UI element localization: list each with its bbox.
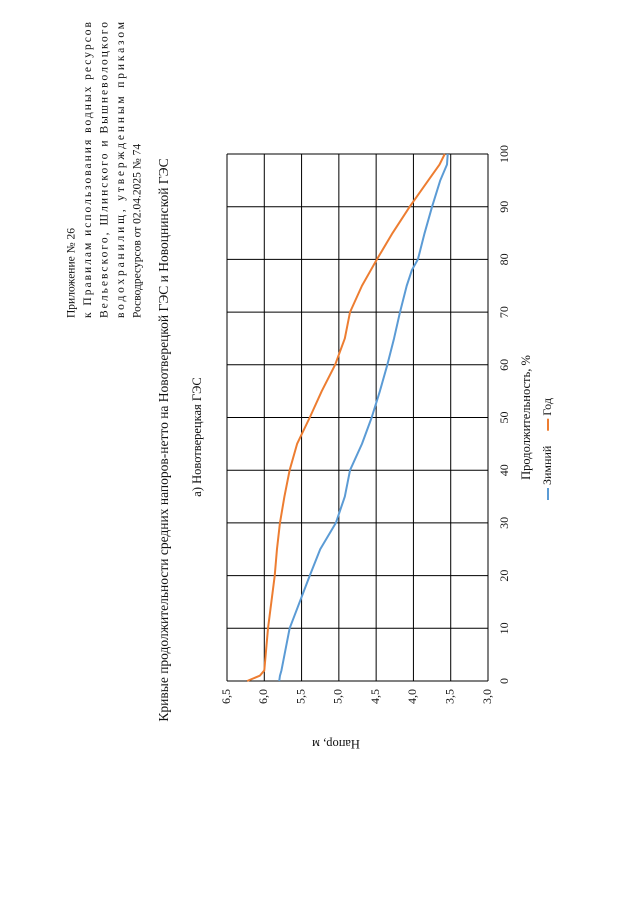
x-tick-label: 20	[497, 570, 511, 582]
x-tick-label: 30	[497, 517, 511, 529]
y-tick-label: 4,0	[405, 689, 419, 704]
x-tick-label: 90	[497, 201, 511, 213]
x-tick-label: 70	[497, 306, 511, 318]
x-axis-label: Продолжительность, %	[519, 355, 533, 480]
header-line: Приложение № 26	[66, 228, 78, 318]
x-tick-label: 60	[497, 359, 511, 371]
header-line: Росводресурсов от 02.04.2025 № 74	[132, 144, 144, 318]
y-tick-label: 3,0	[480, 689, 494, 704]
rotated-page: Приложение № 26 к Правилам использования …	[66, 21, 554, 751]
y-tick-label: 6,0	[256, 689, 270, 704]
y-axis-label: Напор, м	[312, 737, 360, 751]
x-tick-label: 40	[497, 464, 511, 476]
chart-title: а) Новотверецкая ГЭС	[190, 377, 204, 496]
header-line: Вельевского, Шлинского и Вышневолоцкого	[99, 22, 111, 318]
x-tick-label: 10	[497, 622, 511, 634]
y-tick-label: 6,5	[219, 689, 233, 704]
x-tick-label: 80	[497, 253, 511, 265]
series-line	[246, 153, 446, 682]
document-title: Кривые продолжительности средних напоров…	[156, 158, 171, 721]
x-tick-label: 100	[497, 145, 511, 163]
legend-label: Зимний	[540, 445, 554, 485]
x-tick-label: 50	[497, 412, 511, 424]
y-tick-label: 5,5	[293, 689, 307, 704]
y-tick-label: 4,5	[368, 689, 382, 704]
legend-label: Год	[540, 398, 554, 416]
series-line	[278, 153, 449, 682]
x-tick-label: 0	[497, 678, 511, 684]
y-tick-label: 3,5	[442, 689, 456, 704]
y-tick-label: 5,0	[331, 689, 345, 704]
